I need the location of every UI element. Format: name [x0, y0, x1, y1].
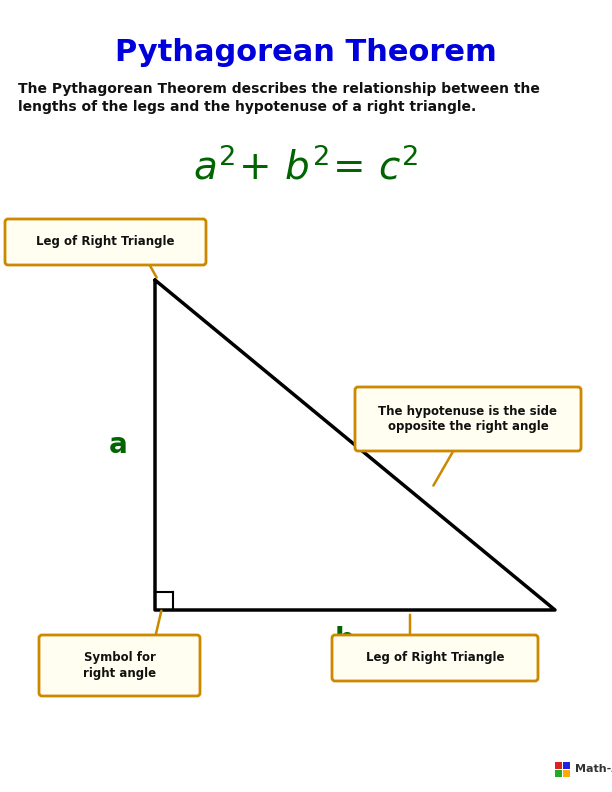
FancyBboxPatch shape	[39, 635, 200, 696]
Text: b: b	[335, 626, 355, 654]
Text: The hypotenuse is the side
opposite the right angle: The hypotenuse is the side opposite the …	[378, 405, 558, 433]
Text: Pythagorean Theorem: Pythagorean Theorem	[115, 38, 497, 67]
Text: Leg of Right Triangle: Leg of Right Triangle	[366, 652, 504, 664]
Text: lengths of the legs and the hypotenuse of a right triangle.: lengths of the legs and the hypotenuse o…	[18, 100, 476, 114]
FancyBboxPatch shape	[5, 219, 206, 265]
Text: c: c	[362, 404, 378, 432]
FancyBboxPatch shape	[563, 770, 570, 777]
Text: The Pythagorean Theorem describes the relationship between the: The Pythagorean Theorem describes the re…	[18, 82, 540, 96]
FancyBboxPatch shape	[563, 762, 570, 769]
Text: Leg of Right Triangle: Leg of Right Triangle	[36, 235, 175, 249]
FancyBboxPatch shape	[555, 762, 562, 769]
Text: Math-Aids.Com: Math-Aids.Com	[575, 764, 612, 774]
FancyBboxPatch shape	[355, 387, 581, 451]
FancyBboxPatch shape	[555, 770, 562, 777]
Text: $\mathit{a}^2\!+\,\mathit{b}^2\!=\,\mathit{c}^2$: $\mathit{a}^2\!+\,\mathit{b}^2\!=\,\math…	[193, 148, 419, 188]
Text: Symbol for
right angle: Symbol for right angle	[83, 652, 156, 680]
FancyBboxPatch shape	[332, 635, 538, 681]
Text: a: a	[108, 431, 127, 459]
